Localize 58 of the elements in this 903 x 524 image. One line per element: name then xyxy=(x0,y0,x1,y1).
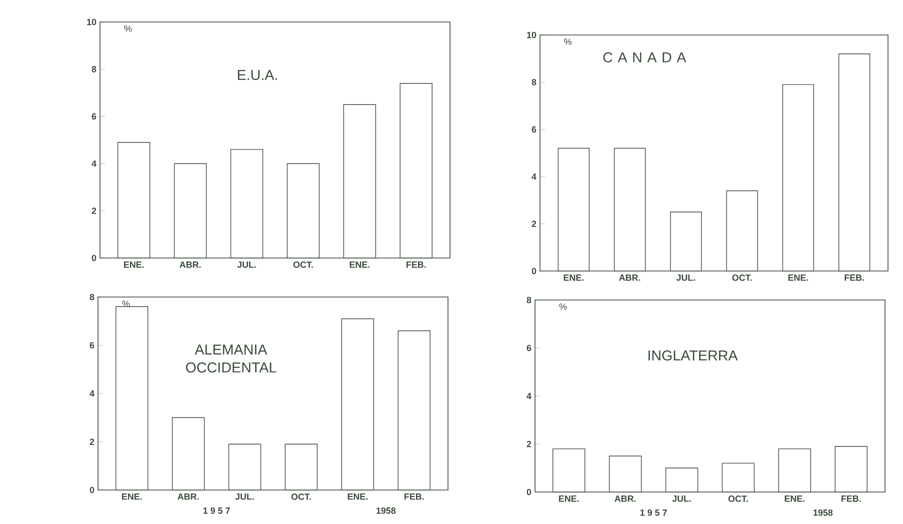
x-tick-label: OCT. xyxy=(293,262,313,268)
x-tick-label: JUL. xyxy=(676,274,696,281)
y-tick-label: 2 xyxy=(526,440,532,448)
x-tick-label: JUL. xyxy=(235,494,254,500)
y-tick-label: 10 xyxy=(87,18,96,26)
y-tick-label: 4 xyxy=(532,174,536,180)
x-tick-label: FEB. xyxy=(406,262,426,268)
text: 1958 xyxy=(813,509,833,516)
y-tick-label: 6 xyxy=(90,342,94,348)
text: ALEMANIA OCCIDENTAL xyxy=(186,344,276,373)
y-tick-label: 4 xyxy=(92,160,96,167)
y-tick-label: 6 xyxy=(92,113,96,120)
y-tick-label: 0 xyxy=(532,268,536,274)
y-tick-label: 0 xyxy=(90,486,94,494)
x-tick-label: ABR. xyxy=(180,262,201,268)
x-tick-label: ABR. xyxy=(619,274,640,281)
text: C A N A D A xyxy=(603,52,686,62)
text: 1 9 5 7 xyxy=(640,509,667,516)
x-tick-label: ENE. xyxy=(122,494,142,500)
x-tick-label: FEB. xyxy=(404,494,424,500)
y-tick-label: 6 xyxy=(532,126,536,133)
y-axis-title: % xyxy=(559,304,567,310)
x-tick-label: ENE. xyxy=(350,262,370,268)
x-tick-label: JUL. xyxy=(237,262,256,268)
x-tick-label: JUL. xyxy=(672,496,691,502)
x-tick-label: FEB. xyxy=(842,496,861,502)
y-axis-title: % xyxy=(122,300,130,307)
x-tick-label: OCT. xyxy=(732,274,752,281)
y-tick-label: 4 xyxy=(526,392,532,400)
x-tick-label: ENE. xyxy=(788,274,808,281)
x-tick-label: OCT. xyxy=(291,494,311,500)
y-tick-label: 4 xyxy=(90,390,94,397)
x-tick-label: ABR. xyxy=(178,494,199,500)
text: 1 9 5 7 xyxy=(203,507,230,514)
y-tick-label: 8 xyxy=(92,66,96,72)
y-axis-title: % xyxy=(564,38,572,45)
text: INGLATERRA xyxy=(648,350,738,361)
text: E.U.A. xyxy=(238,70,277,80)
x-tick-label: ENE. xyxy=(348,494,368,500)
y-tick-label: 0 xyxy=(526,488,532,496)
y-tick-label: 0 xyxy=(92,254,96,262)
x-tick-label: ABR. xyxy=(614,496,636,502)
y-tick-label: 2 xyxy=(92,208,96,214)
x-tick-label: ENE. xyxy=(784,496,805,502)
text: 1958 xyxy=(376,507,396,514)
y-tick-label: 8 xyxy=(90,294,94,300)
y-tick-label: 8 xyxy=(526,296,532,304)
x-tick-label: ENE. xyxy=(124,262,144,268)
y-tick-label: 10 xyxy=(527,32,536,38)
y-tick-label: 2 xyxy=(90,438,94,445)
x-tick-label: ENE. xyxy=(564,274,584,281)
y-tick-label: 8 xyxy=(532,79,536,86)
y-tick-label: 2 xyxy=(532,220,536,227)
x-tick-label: FEB. xyxy=(844,274,864,281)
y-tick-label: 6 xyxy=(526,344,532,352)
x-tick-label: OCT. xyxy=(728,496,748,502)
y-axis-title: % xyxy=(124,26,132,32)
x-tick-label: ENE. xyxy=(559,496,579,502)
